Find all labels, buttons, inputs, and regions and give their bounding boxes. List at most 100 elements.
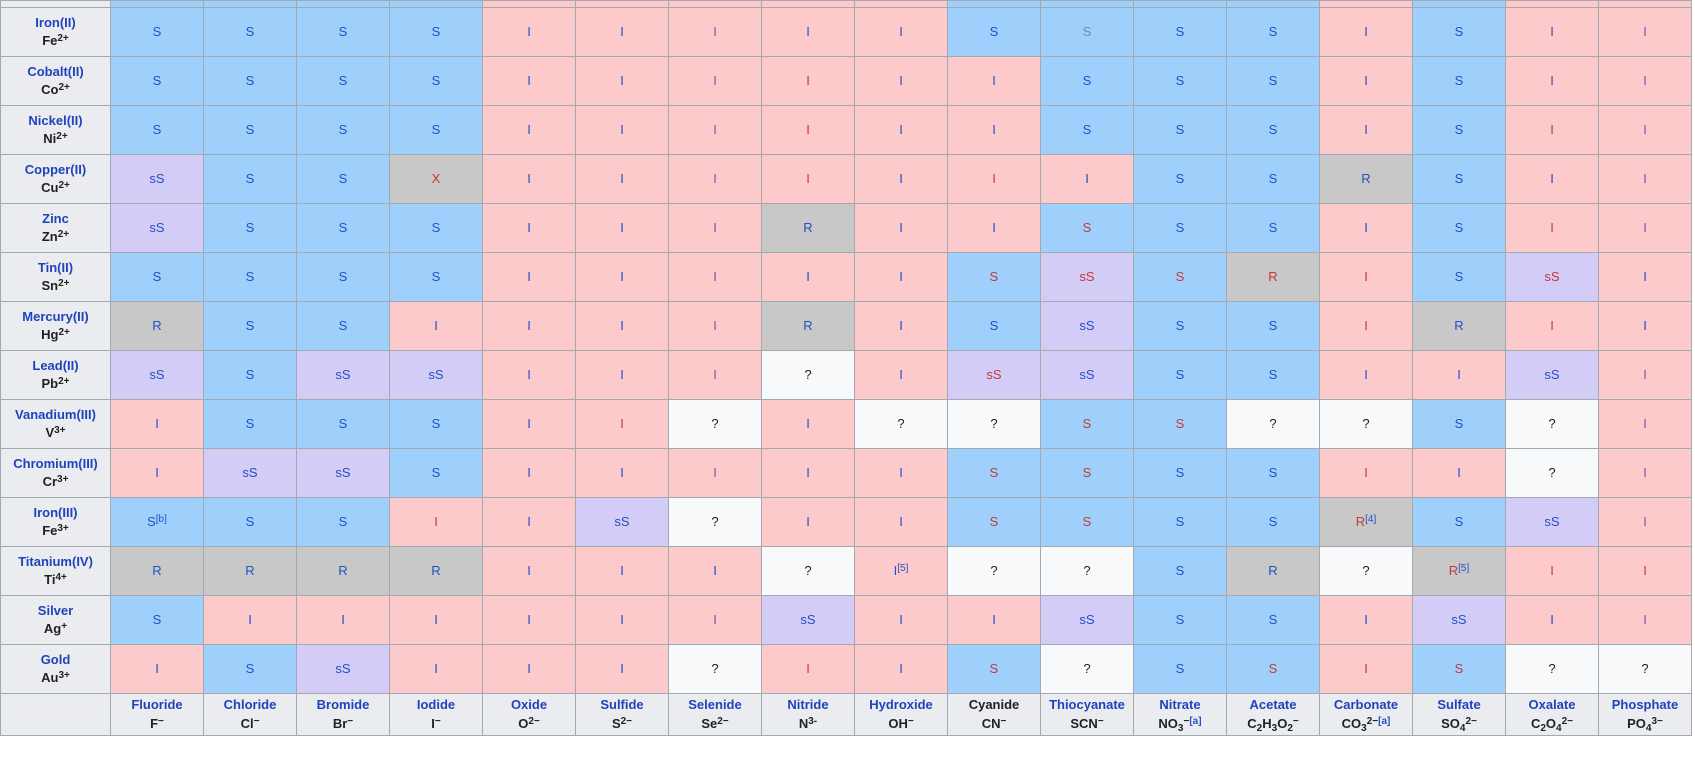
solubility-value-link[interactable]: sS <box>1544 514 1560 529</box>
solubility-value-link[interactable]: S <box>1175 318 1185 333</box>
solubility-value-link[interactable]: S <box>152 24 162 39</box>
solubility-value-link[interactable]: S <box>1454 416 1464 431</box>
solubility-value-link[interactable]: I <box>713 318 717 333</box>
solubility-value-link[interactable]: sS <box>335 465 351 480</box>
solubility-value-link[interactable]: I <box>713 122 717 137</box>
solubility-value-link[interactable]: S <box>245 171 255 186</box>
solubility-value-link[interactable]: S <box>989 269 999 284</box>
solubility-value-link[interactable]: S <box>989 661 999 676</box>
solubility-value-link[interactable]: S <box>1082 122 1092 137</box>
solubility-value-link[interactable]: I <box>1643 269 1647 284</box>
solubility-value-link[interactable]: S <box>1454 220 1464 235</box>
solubility-value-link[interactable]: S <box>338 514 348 529</box>
solubility-value-link[interactable]: I <box>527 514 531 529</box>
cation-link-cobalt-ii[interactable]: Cobalt(II) <box>27 63 84 79</box>
footnote-sup-link[interactable]: [5] <box>1458 563 1470 574</box>
solubility-value-link[interactable]: S <box>1268 661 1278 676</box>
solubility-value-link[interactable]: R <box>338 563 348 578</box>
solubility-value-link[interactable]: I <box>1643 73 1647 88</box>
solubility-value-link[interactable]: S <box>245 73 255 88</box>
solubility-value-link[interactable]: S <box>431 416 441 431</box>
solubility-value-link[interactable]: I <box>527 612 531 627</box>
solubility-value-link[interactable]: I <box>1550 563 1554 578</box>
solubility-value-link[interactable]: S <box>1454 122 1464 137</box>
solubility-value-link[interactable]: S <box>1268 122 1278 137</box>
solubility-value-link[interactable]: I <box>899 612 903 627</box>
anion-link-chloride[interactable]: Chloride <box>223 696 277 712</box>
solubility-value-link[interactable]: I <box>620 269 624 284</box>
solubility-value-link[interactable]: S <box>245 416 255 431</box>
solubility-value-link[interactable]: I <box>434 661 438 676</box>
solubility-value-link[interactable]: I <box>806 122 810 137</box>
solubility-value-link[interactable]: I <box>992 73 996 88</box>
solubility-value-link[interactable]: S <box>1454 171 1464 186</box>
solubility-value-link[interactable]: R <box>803 318 813 333</box>
solubility-value-link[interactable]: S <box>245 24 255 39</box>
solubility-value-link[interactable]: R <box>1361 171 1371 186</box>
solubility-value-link[interactable]: I <box>713 465 717 480</box>
solubility-value-link[interactable]: I <box>1364 24 1368 39</box>
solubility-value-link[interactable]: I <box>806 24 810 39</box>
solubility-value-link[interactable]: I <box>713 171 717 186</box>
solubility-value-link[interactable]: S <box>338 318 348 333</box>
solubility-value-link[interactable]: I <box>1550 171 1554 186</box>
solubility-value-link[interactable]: S <box>1268 318 1278 333</box>
solubility-value-link[interactable]: I <box>1364 367 1368 382</box>
solubility-value-link[interactable]: I <box>1643 171 1647 186</box>
solubility-value-link[interactable]: I <box>527 73 531 88</box>
solubility-value-link[interactable]: S <box>1268 612 1278 627</box>
solubility-value-link[interactable]: I <box>1457 465 1461 480</box>
solubility-value-link[interactable]: S <box>1082 416 1092 431</box>
solubility-value-link[interactable]: I <box>434 318 438 333</box>
solubility-value-link[interactable]: I <box>713 269 717 284</box>
solubility-value-link[interactable]: I <box>899 367 903 382</box>
solubility-value-link[interactable]: I <box>1643 122 1647 137</box>
cation-link-chromium-iii[interactable]: Chromium(III) <box>13 455 98 471</box>
anion-link-thiocyanate[interactable]: Thiocyanate <box>1049 696 1125 712</box>
anion-link-nitrate[interactable]: Nitrate <box>1159 696 1201 712</box>
solubility-value-link[interactable]: I <box>1643 367 1647 382</box>
solubility-value-link[interactable]: sS <box>800 612 816 627</box>
solubility-value-link[interactable]: S <box>1175 514 1185 529</box>
solubility-value-link[interactable]: I <box>434 612 438 627</box>
solubility-value-link[interactable]: S <box>1175 563 1185 578</box>
solubility-value-link[interactable]: I <box>1550 24 1554 39</box>
solubility-value-link[interactable]: S <box>1175 465 1185 480</box>
anion-link-acetate[interactable]: Acetate <box>1249 696 1297 712</box>
solubility-value-link[interactable]: I <box>341 612 345 627</box>
solubility-value-link[interactable]: I <box>899 220 903 235</box>
solubility-value-link[interactable]: S <box>1454 661 1464 676</box>
solubility-value-link[interactable]: S <box>338 73 348 88</box>
solubility-value-link[interactable]: S <box>1175 269 1185 284</box>
solubility-value-link[interactable]: I <box>713 563 717 578</box>
solubility-value-link[interactable]: S <box>989 514 999 529</box>
solubility-value-link[interactable]: I <box>620 220 624 235</box>
cation-link-nickel-ii[interactable]: Nickel(II) <box>28 112 83 128</box>
solubility-value-link[interactable]: sS <box>335 367 351 382</box>
solubility-value-link[interactable]: S <box>245 661 255 676</box>
solubility-value-link[interactable]: S <box>338 122 348 137</box>
solubility-value-link[interactable]: R <box>245 563 255 578</box>
anion-link-sulfide[interactable]: Sulfide <box>600 696 644 712</box>
solubility-value-link[interactable]: sS <box>1544 269 1560 284</box>
solubility-value-link[interactable]: I <box>893 563 898 578</box>
solubility-value-link[interactable]: I <box>806 661 810 676</box>
footnote-sup-link[interactable]: [a] <box>1378 715 1391 727</box>
footnote-sup-link[interactable]: [a] <box>1189 715 1202 727</box>
solubility-value-link[interactable]: sS <box>1079 318 1095 333</box>
cation-link-lead-ii[interactable]: Lead(II) <box>32 357 79 373</box>
footnote-sup-link[interactable]: [b] <box>155 514 167 525</box>
solubility-value-link[interactable]: I <box>899 171 903 186</box>
solubility-value-link[interactable]: S <box>245 122 255 137</box>
cation-link-iron-iii[interactable]: Iron(III) <box>33 504 78 520</box>
solubility-value-link[interactable]: I <box>527 465 531 480</box>
anion-link-hydroxide[interactable]: Hydroxide <box>869 696 933 712</box>
solubility-value-link[interactable]: I <box>620 122 624 137</box>
solubility-value-link[interactable]: S <box>1454 514 1464 529</box>
solubility-value-link[interactable]: I <box>527 122 531 137</box>
solubility-value-link[interactable]: S <box>245 514 255 529</box>
solubility-value-link[interactable]: I <box>899 73 903 88</box>
solubility-value-link[interactable]: I <box>1643 24 1647 39</box>
solubility-value-link[interactable]: S <box>431 220 441 235</box>
solubility-value-link[interactable]: I <box>527 269 531 284</box>
